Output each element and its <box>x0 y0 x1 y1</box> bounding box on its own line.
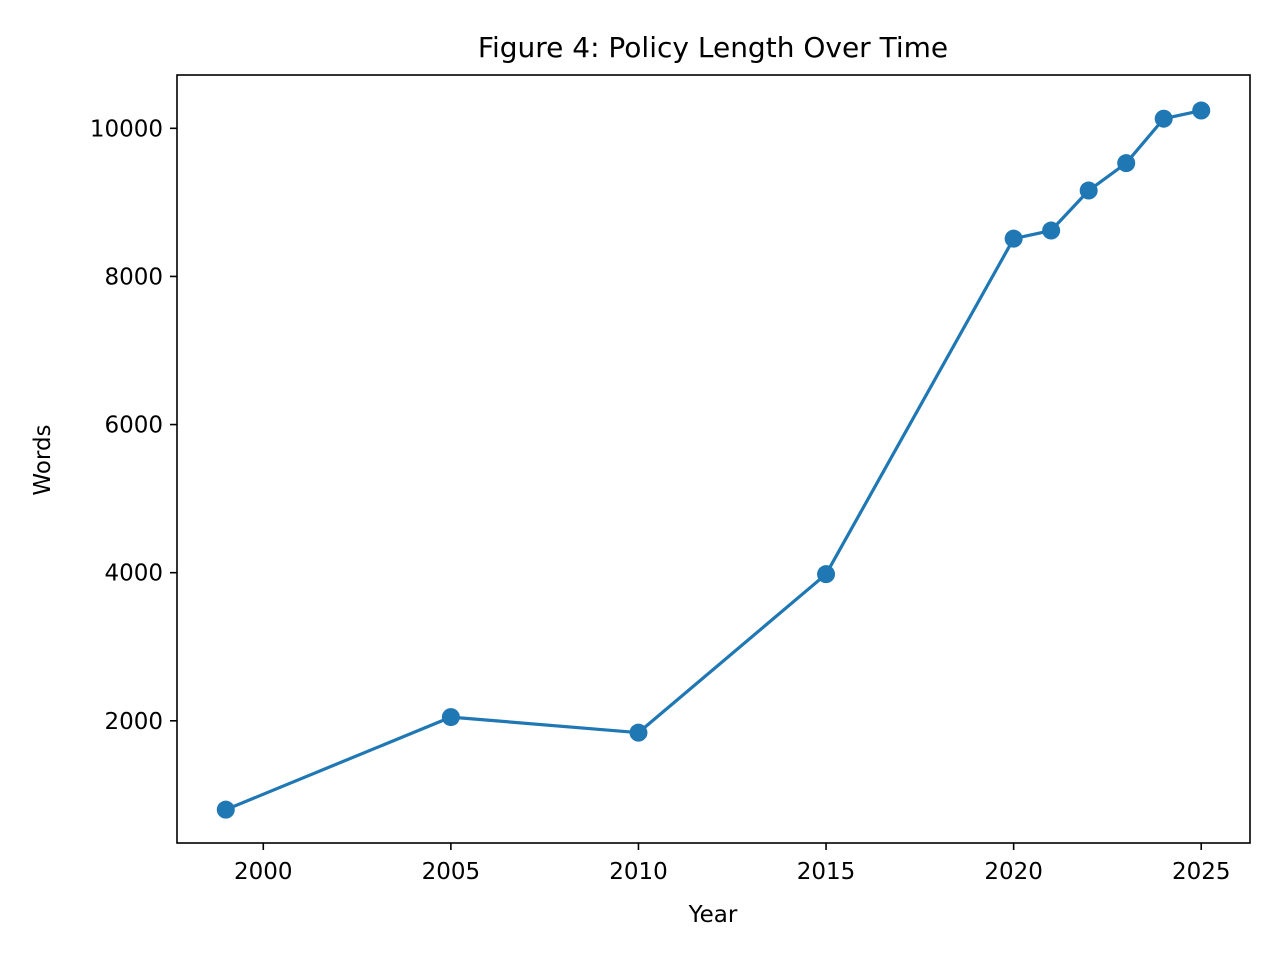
data-point <box>1154 109 1173 128</box>
y-tick-label: 8000 <box>104 264 163 290</box>
x-axis-label: Year <box>688 902 738 928</box>
data-point <box>1192 101 1211 120</box>
y-tick-label: 4000 <box>104 561 163 587</box>
data-point <box>1117 154 1136 173</box>
plot-frame <box>176 74 1251 844</box>
x-tick-label: 2025 <box>1172 859 1231 885</box>
y-tick-label: 6000 <box>104 413 163 439</box>
y-axis: 2000 4000 6000 8000 10000 <box>90 116 177 735</box>
y-tick-label: 2000 <box>104 709 163 735</box>
data-point <box>216 800 235 819</box>
x-tick-label: 2010 <box>609 859 668 885</box>
data-point <box>1042 221 1061 240</box>
x-tick-label: 2000 <box>234 859 293 885</box>
x-tick-label: 2005 <box>422 859 481 885</box>
data-point <box>1004 229 1023 248</box>
y-axis-label: Words <box>30 424 56 495</box>
data-point <box>817 565 836 584</box>
data-point <box>629 723 648 742</box>
data-point <box>441 708 460 727</box>
y-tick-label: 10000 <box>90 116 163 142</box>
chart-title: Figure 4: Policy Length Over Time <box>478 31 948 64</box>
plot-area <box>216 101 1211 819</box>
x-tick-label: 2020 <box>984 859 1043 885</box>
data-point <box>1079 181 1098 200</box>
series-line <box>224 108 1203 812</box>
x-tick-label: 2015 <box>797 859 856 885</box>
x-axis: 2000 2005 2010 2015 2020 2025 <box>234 843 1231 885</box>
